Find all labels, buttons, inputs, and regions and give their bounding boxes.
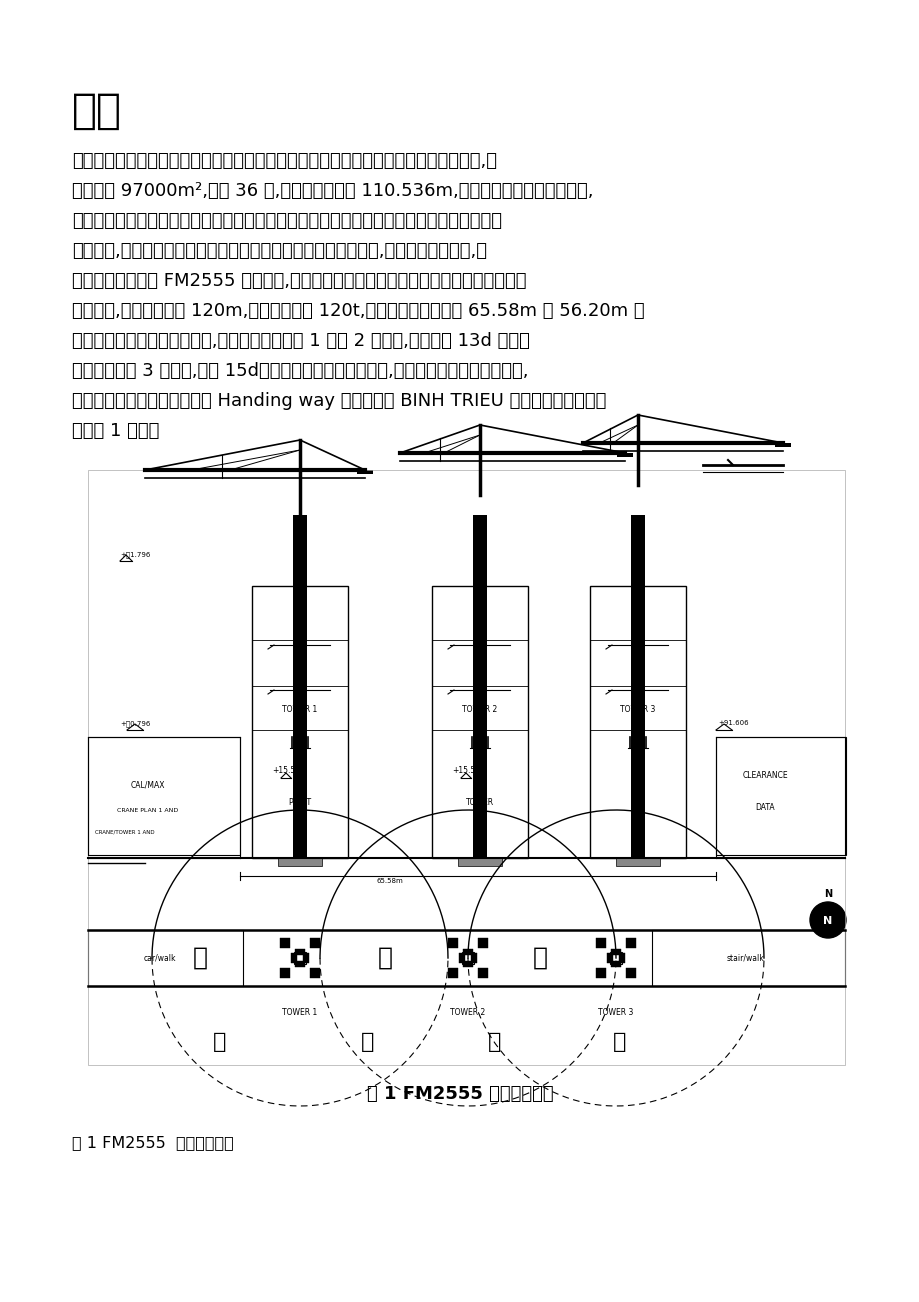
Text: 大: 大 <box>488 1032 501 1052</box>
Text: CLEARANCE: CLEARANCE <box>742 771 787 780</box>
Bar <box>610 949 620 954</box>
Bar <box>278 858 322 866</box>
Text: CRANE/TOWER 1 AND: CRANE/TOWER 1 AND <box>95 829 154 835</box>
Text: 道: 道 <box>613 1032 626 1052</box>
Bar <box>357 470 372 474</box>
Text: +15.506: +15.506 <box>272 766 305 775</box>
Bar <box>471 953 476 963</box>
Text: +91.606: +91.606 <box>717 720 748 727</box>
Text: TOWER: TOWER <box>465 798 494 807</box>
Text: 概述: 概述 <box>72 90 122 132</box>
Bar <box>596 967 606 978</box>
Bar <box>290 953 297 963</box>
Text: 参与工程投标的还有新加坡的 Handing way 公司及越南 BINH TRIEU 公司。现场的塔机布: 参与工程投标的还有新加坡的 Handing way 公司及越南 BINH TRI… <box>72 392 606 410</box>
Text: 外爬塔机,受电梯井道尺寸及结构的限制也无法使用常规内爬方案,结合各方面的因素,选: 外爬塔机,受电梯井道尺寸及结构的限制也无法使用常规内爬方案,结合各方面的因素,选 <box>72 242 486 260</box>
Bar <box>715 737 845 855</box>
Text: 构封顶后,塔机主钩标高 120m,单机结构总重 120t,机群中心距离分别为 65.58m 及 56.20m 。: 构封顶后,塔机主钩标高 120m,单机结构总重 120t,机群中心距离分别为 6… <box>72 302 644 320</box>
Text: N: N <box>823 889 831 898</box>
Text: 筑总面积 97000m²,地上 36 层,塔楼群顶标高为 110.536m,广场地处胡志明市市区中心,: 筑总面积 97000m²,地上 36 层,塔楼群顶标高为 110.536m,广场… <box>72 182 593 201</box>
Bar <box>609 952 621 963</box>
Bar <box>618 953 624 963</box>
Text: 图 1 FM2555  塔吊布置总图: 图 1 FM2555 塔吊布置总图 <box>72 1135 233 1150</box>
Text: 街: 街 <box>532 947 547 970</box>
Bar <box>774 443 790 447</box>
Bar <box>607 953 612 963</box>
Text: 用了拓植公司生产 FM2555 大型塔机,采用电梯井道内连续加高的内置安装方案。主体结: 用了拓植公司生产 FM2555 大型塔机,采用电梯井道内连续加高的内置安装方案。… <box>72 272 526 290</box>
Bar <box>610 961 620 967</box>
Text: CAL/MAX: CAL/MAX <box>130 780 165 789</box>
Text: stair/walk: stair/walk <box>725 953 763 962</box>
Text: 置如图 1 所示。: 置如图 1 所示。 <box>72 422 159 440</box>
Text: DATA: DATA <box>754 803 774 812</box>
Bar <box>292 516 307 858</box>
Bar <box>88 737 240 855</box>
Bar <box>252 586 347 858</box>
Text: TOWER 3: TOWER 3 <box>619 706 655 715</box>
Text: TOWER 2: TOWER 2 <box>450 1008 485 1017</box>
Bar <box>478 937 487 948</box>
Bar <box>295 961 305 967</box>
Bar <box>625 937 635 948</box>
Bar <box>294 952 306 963</box>
Bar <box>461 952 473 963</box>
Bar <box>432 586 528 858</box>
Text: 根据顺桥广场施工总进度要求,一期工程拆除塔楼 1 号及 2 号塔机,每台工期 13d 。二期: 根据顺桥广场施工总进度要求,一期工程拆除塔楼 1 号及 2 号塔机,每台工期 1… <box>72 332 529 350</box>
Text: 兴: 兴 <box>377 947 392 970</box>
Bar <box>302 953 309 963</box>
Bar <box>279 937 289 948</box>
Circle shape <box>809 902 845 937</box>
Bar <box>616 858 659 866</box>
Text: TOWER 2: TOWER 2 <box>462 706 497 715</box>
Text: TOWER 1: TOWER 1 <box>282 1008 317 1017</box>
Bar <box>310 967 320 978</box>
Bar <box>458 858 502 866</box>
Text: CRANE PLAN 1 AND: CRANE PLAN 1 AND <box>118 807 178 812</box>
Text: 雄: 雄 <box>213 1032 226 1052</box>
Bar <box>596 937 606 948</box>
Text: car/walk: car/walk <box>143 953 176 962</box>
Bar <box>279 967 289 978</box>
Text: 由中建二局南方建筑公司总承包的胡志明市顺桥广场是越南在建最大规模民用建筑工程,建: 由中建二局南方建筑公司总承包的胡志明市顺桥广场是越南在建最大规模民用建筑工程,建 <box>72 152 496 171</box>
Text: 王: 王 <box>361 1032 374 1052</box>
Text: 图 1 FM2555 塔吊布置总图: 图 1 FM2555 塔吊布置总图 <box>367 1085 552 1103</box>
Text: 65.58m: 65.58m <box>376 878 403 884</box>
Text: 裙房南北两侧紧靠市区公路干线雄王道和新兴街。由于受现场环境的限制施工无法使用常规: 裙房南北两侧紧靠市区公路干线雄王道和新兴街。由于受现场环境的限制施工无法使用常规 <box>72 212 502 230</box>
Bar <box>88 930 243 986</box>
Text: TOWER 3: TOWER 3 <box>597 1008 633 1017</box>
Bar <box>472 516 486 858</box>
Text: +15.506: +15.506 <box>451 766 484 775</box>
Bar <box>448 967 458 978</box>
Bar <box>448 937 458 948</box>
Bar <box>295 949 305 954</box>
Bar <box>462 949 472 954</box>
Bar <box>88 470 844 1065</box>
Bar <box>630 516 644 858</box>
Bar <box>652 930 844 986</box>
Text: 工程拆除塔楼 3 号塔机,工程 15d。由于塔机拆除工程风险大,项目经理部采用国际招标法,: 工程拆除塔楼 3 号塔机,工程 15d。由于塔机拆除工程风险大,项目经理部采用国… <box>72 362 528 380</box>
Text: TOWER 1: TOWER 1 <box>282 706 317 715</box>
Bar <box>589 586 686 858</box>
Text: +需0.796: +需0.796 <box>119 720 150 727</box>
Bar <box>478 967 487 978</box>
Text: 新: 新 <box>192 947 208 970</box>
Bar <box>459 953 464 963</box>
Bar <box>625 967 635 978</box>
Text: +顶1.796: +顶1.796 <box>119 551 150 557</box>
Text: N: N <box>823 917 832 926</box>
Bar <box>462 961 472 967</box>
Bar <box>310 937 320 948</box>
Bar <box>617 453 632 457</box>
Text: POINT: POINT <box>289 798 312 807</box>
